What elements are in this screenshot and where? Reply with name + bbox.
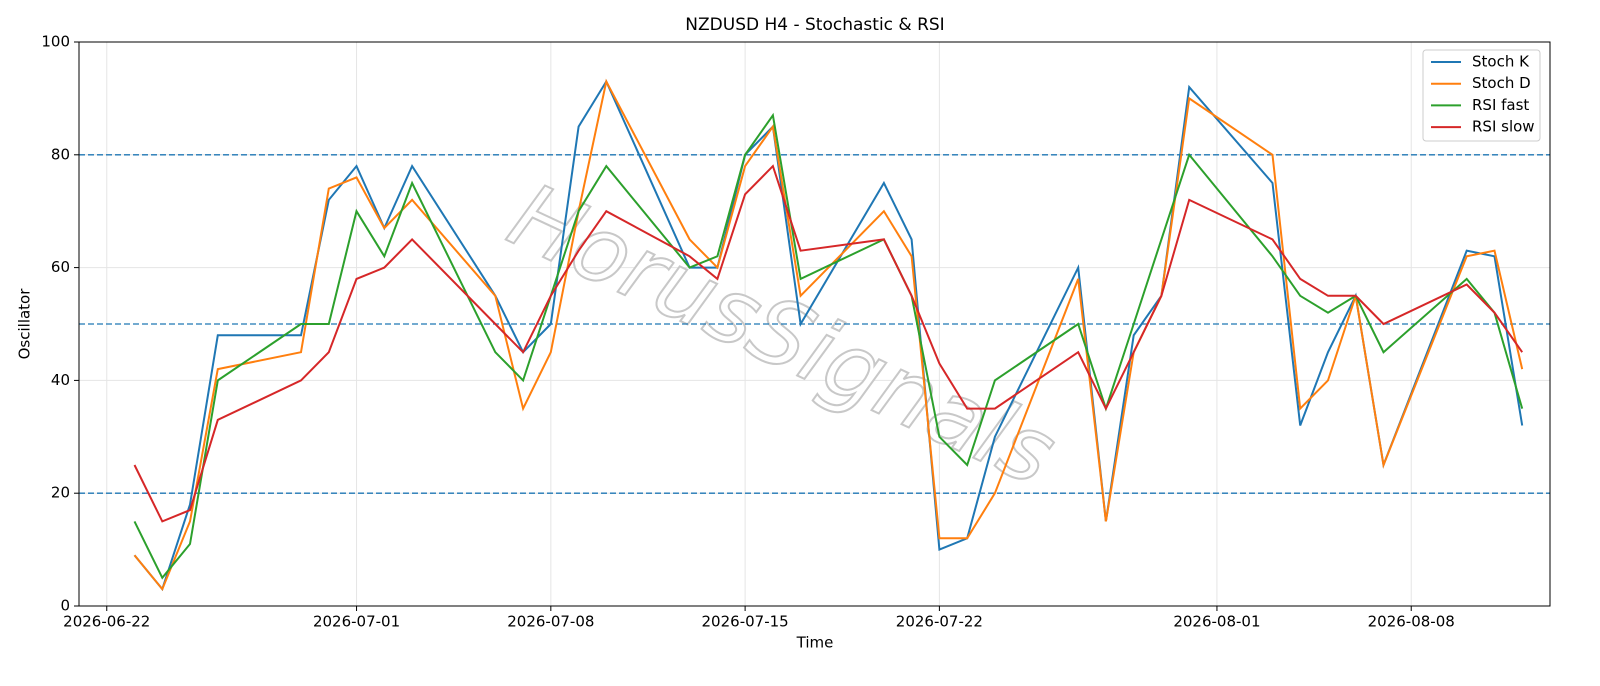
legend-label: RSI slow	[1472, 118, 1535, 136]
legend-label: Stoch D	[1472, 74, 1531, 92]
legend-box	[1422, 49, 1541, 142]
x-tick-label: 2026-06-22	[63, 613, 150, 631]
plot-frame	[78, 41, 1551, 607]
series-line	[133, 112, 1524, 580]
y-tick-label: 20	[51, 484, 70, 502]
y-axis-label: Oscillator	[16, 288, 34, 360]
watermark: HorusSignals	[494, 163, 1070, 506]
legend-label: Stoch K	[1472, 53, 1530, 71]
series-line	[133, 164, 1524, 523]
y-tick-label: 40	[51, 371, 70, 389]
x-tick-label: 2026-08-01	[1173, 613, 1260, 631]
y-tick-label: 0	[60, 597, 70, 615]
y-tick-label: 100	[41, 33, 70, 51]
series-line	[133, 78, 1524, 592]
x-tick-label: 2026-08-08	[1368, 613, 1455, 631]
chart-title: NZDUSD H4 - Stochastic & RSI	[685, 15, 944, 35]
series-line	[133, 79, 1524, 592]
x-axis-label: Time	[796, 634, 834, 652]
x-tick-label: 2026-07-15	[702, 613, 789, 631]
x-tick-label: 2026-07-22	[896, 613, 983, 631]
x-tick-label: 2026-07-01	[313, 613, 400, 631]
y-tick-label: 60	[51, 258, 70, 276]
y-tick-label: 80	[51, 145, 70, 163]
x-tick-label: 2026-07-08	[507, 613, 594, 631]
legend-label: RSI fast	[1472, 96, 1529, 114]
